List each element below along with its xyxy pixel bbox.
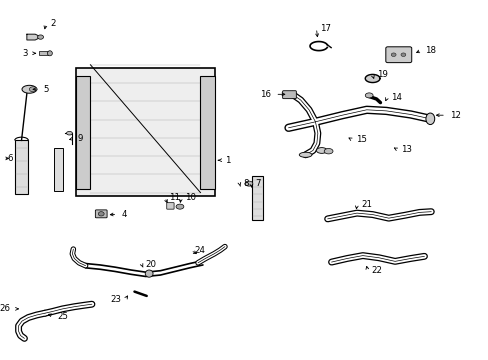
Ellipse shape: [145, 270, 153, 277]
Text: 4: 4: [121, 210, 126, 219]
Text: 10: 10: [184, 193, 195, 202]
FancyBboxPatch shape: [282, 91, 296, 99]
Text: 8: 8: [243, 179, 248, 188]
FancyBboxPatch shape: [166, 203, 174, 209]
Text: 9: 9: [77, 134, 82, 143]
Circle shape: [390, 53, 395, 57]
Bar: [15, 140, 28, 194]
Ellipse shape: [299, 152, 311, 157]
Text: 22: 22: [371, 266, 382, 275]
Text: 11: 11: [168, 193, 179, 202]
Text: 25: 25: [58, 311, 68, 320]
Text: 6: 6: [7, 154, 13, 163]
Ellipse shape: [66, 131, 72, 135]
Ellipse shape: [365, 93, 372, 98]
Text: 2: 2: [50, 19, 55, 28]
Text: 13: 13: [400, 145, 411, 154]
Ellipse shape: [22, 85, 37, 93]
Text: 17: 17: [320, 23, 330, 32]
Bar: [251, 176, 262, 220]
Text: 12: 12: [449, 111, 460, 120]
Text: 21: 21: [360, 200, 371, 209]
Ellipse shape: [425, 113, 434, 125]
Text: 1: 1: [224, 156, 230, 165]
Ellipse shape: [176, 204, 183, 209]
Polygon shape: [27, 34, 38, 40]
Text: 7: 7: [255, 179, 260, 188]
Ellipse shape: [38, 35, 43, 39]
Circle shape: [98, 212, 104, 216]
FancyBboxPatch shape: [95, 210, 107, 218]
Ellipse shape: [47, 51, 52, 56]
Ellipse shape: [29, 87, 37, 92]
Text: 19: 19: [376, 71, 386, 79]
FancyBboxPatch shape: [385, 47, 411, 63]
Ellipse shape: [324, 148, 332, 154]
Bar: [39, 51, 48, 55]
Text: 23: 23: [110, 295, 121, 304]
Ellipse shape: [316, 148, 326, 153]
Text: 5: 5: [43, 85, 48, 94]
Text: 24: 24: [194, 246, 205, 255]
Bar: [76, 76, 90, 189]
Text: 20: 20: [145, 260, 156, 269]
Ellipse shape: [244, 181, 252, 186]
Polygon shape: [365, 75, 379, 82]
Bar: [200, 76, 215, 189]
Text: 3: 3: [23, 49, 28, 58]
Text: 15: 15: [355, 135, 366, 144]
Bar: [54, 148, 62, 191]
Circle shape: [400, 53, 405, 57]
Bar: [76, 68, 215, 196]
Text: 18: 18: [425, 46, 435, 55]
Text: 14: 14: [390, 93, 401, 102]
Text: 26: 26: [0, 304, 11, 313]
Text: 16: 16: [260, 90, 271, 99]
